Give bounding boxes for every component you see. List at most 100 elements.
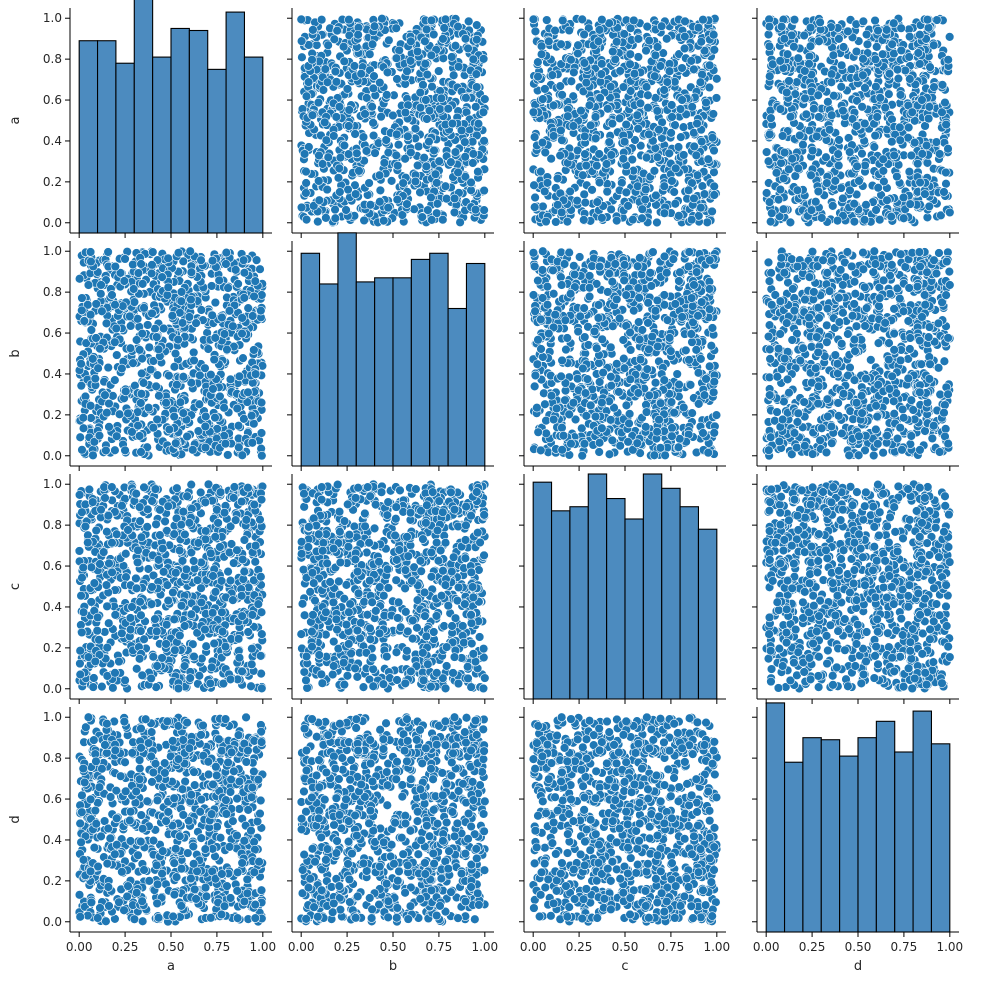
scatter-point (473, 119, 484, 129)
scatter-point (625, 327, 635, 338)
scatter-point (680, 16, 690, 27)
scatter-point (884, 69, 895, 79)
scatter-point (590, 112, 601, 122)
scatter-point (148, 247, 158, 257)
scatter-point (870, 130, 880, 141)
scatter-point (368, 130, 379, 141)
scatter-point (659, 251, 670, 262)
scatter-point (137, 279, 148, 289)
scatter-point (478, 107, 489, 117)
scatter-point (817, 213, 827, 223)
scatter-point (812, 131, 822, 142)
scatter-point (320, 117, 330, 128)
scatter-point (296, 14, 306, 25)
scatter-point (137, 368, 147, 379)
scatter-point (131, 335, 142, 345)
scatter-point (201, 411, 211, 422)
scatter-point (707, 323, 718, 333)
scatter-point (828, 50, 839, 60)
scatter-point (709, 181, 719, 192)
scatter-point (667, 112, 677, 122)
scatter-point (828, 201, 838, 211)
scatter-point (917, 149, 927, 159)
scatter-point (633, 52, 644, 62)
scatter-point (913, 48, 923, 58)
scatter-point (697, 136, 707, 147)
scatter-point (186, 267, 197, 277)
scatter-point (641, 45, 651, 56)
scatter-point (379, 158, 390, 168)
scatter-point (943, 144, 953, 154)
scatter-point (78, 413, 88, 423)
scatter-point (471, 69, 482, 79)
scatter-point (133, 268, 144, 278)
scatter-point (421, 161, 432, 172)
scatter-point (533, 57, 543, 67)
scatter-point (536, 49, 547, 59)
scatter-point (96, 289, 106, 299)
scatter-point (689, 64, 699, 75)
scatter-point (203, 344, 213, 354)
scatter-point (393, 160, 403, 171)
scatter-point (765, 71, 775, 81)
scatter-point (643, 102, 653, 113)
panels: 0.00.20.40.60.81.0a0.00.20.40.60.81.0b0.… (8, 0, 963, 974)
scatter-point (532, 359, 543, 369)
scatter-point (528, 290, 539, 300)
scatter-point (453, 21, 463, 32)
scatter-point (393, 139, 404, 150)
scatter-point (147, 260, 157, 270)
scatter-point (177, 318, 188, 328)
scatter-point (838, 105, 848, 116)
scatter-point (701, 97, 711, 108)
scatter-point (541, 216, 551, 227)
scatter-point (576, 105, 586, 116)
scatter-point (915, 59, 925, 69)
scatter-point (838, 193, 848, 204)
scatter-point (618, 154, 628, 164)
scatter-point (85, 401, 96, 411)
scatter-point (887, 136, 897, 147)
y-tick-label: 0.2 (43, 408, 62, 422)
scatter-point (430, 169, 441, 179)
scatter-point (851, 121, 862, 131)
scatter-point (392, 74, 402, 84)
scatter-point (826, 69, 837, 79)
scatter-point (785, 111, 796, 122)
scatter-point (95, 343, 105, 354)
scatter-point (110, 375, 120, 385)
scatter-point (138, 378, 149, 388)
scatter-point (707, 133, 718, 143)
scatter-point (671, 163, 681, 174)
scatter-point (764, 21, 775, 32)
scatter-point (468, 158, 478, 168)
scatter-point (618, 82, 629, 92)
hist-bar (447, 307, 468, 467)
scatter-point (836, 82, 846, 92)
scatter-point (915, 30, 925, 40)
scatter-point (162, 290, 173, 300)
scatter-point (766, 113, 776, 123)
scatter-point (398, 178, 408, 188)
scatter-point (353, 30, 363, 40)
scatter-point (237, 450, 247, 460)
scatter-point (128, 259, 138, 270)
scatter-point (904, 167, 915, 177)
scatter-point (632, 181, 643, 191)
scatter-point (678, 150, 689, 160)
scatter-point (793, 53, 803, 63)
scatter-point (349, 61, 360, 71)
scatter-point (405, 56, 416, 66)
scatter-point (764, 41, 775, 51)
scatter-point (862, 39, 873, 50)
scatter-point (450, 147, 461, 157)
scatter-point (564, 409, 574, 420)
scatter-point (767, 208, 777, 218)
scatter-point (642, 364, 652, 374)
scatter-point (709, 145, 719, 156)
scatter-point (472, 20, 482, 30)
scatter-point (548, 131, 559, 141)
scatter-point (548, 265, 558, 275)
scatter-point (763, 29, 774, 40)
scatter-point (342, 84, 353, 94)
